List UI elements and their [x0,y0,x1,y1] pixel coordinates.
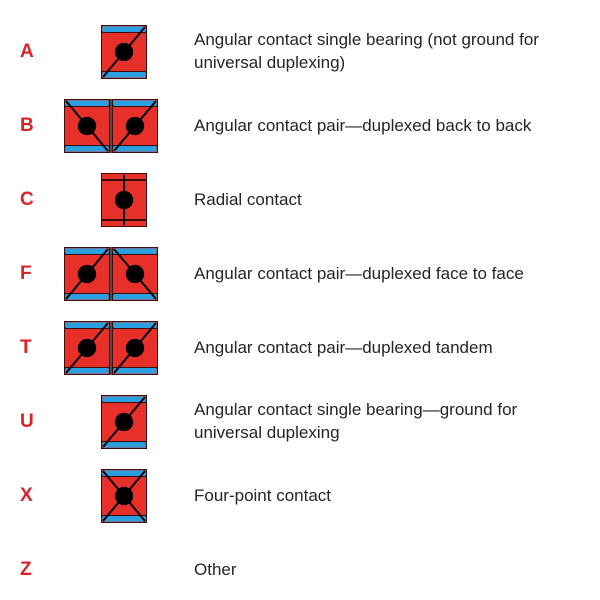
row-a: A Angular contact single bearing (not gro… [20,24,580,80]
type-description: Four-point contact [184,485,331,508]
type-description: Radial contact [184,189,302,212]
type-description: Angular contact pair—duplexed tandem [184,337,493,360]
type-description: Angular contact pair—duplexed face to fa… [184,263,524,286]
type-code: C [20,189,64,211]
bearing-icon-angular-back-to-back [64,99,158,153]
icon-cell [64,469,184,523]
icon-cell [64,247,184,301]
icon-cell [64,99,184,153]
type-code: U [20,411,64,433]
row-u: U Angular contact single bearing—ground f… [20,394,580,450]
bearing-icon-angular-tandem [64,321,158,375]
icon-cell [64,25,184,79]
type-description: Other [184,559,237,582]
type-description: Angular contact single bearing (not grou… [184,29,580,75]
type-code: X [20,485,64,507]
type-code: T [20,337,64,359]
bearing-type-list: A Angular contact single bearing (not gro… [20,24,580,598]
icon-cell [64,395,184,449]
type-code: Z [20,559,64,581]
row-t: T Angular contact pair—duplexed tandem [20,320,580,376]
bearing-icon-angular-single [101,25,147,79]
icon-cell [64,321,184,375]
bearing-icon-angular-universal [101,395,147,449]
type-code: F [20,263,64,285]
icon-cell [64,173,184,227]
row-z: Z Other [20,542,580,598]
type-description: Angular contact single bearing—ground fo… [184,399,580,445]
row-c: C Radial contact [20,172,580,228]
type-code: B [20,115,64,137]
type-code: A [20,41,64,63]
row-x: X Four-point contact [20,468,580,524]
row-f: F Angular contact pair—duplexed face to f… [20,246,580,302]
bearing-icon-four-point [101,469,147,523]
type-description: Angular contact pair—duplexed back to ba… [184,115,531,138]
row-b: B Angular contact pair—duplexed back to b… [20,98,580,154]
bearing-icon-radial [101,173,147,227]
bearing-icon-angular-face-to-face [64,247,158,301]
